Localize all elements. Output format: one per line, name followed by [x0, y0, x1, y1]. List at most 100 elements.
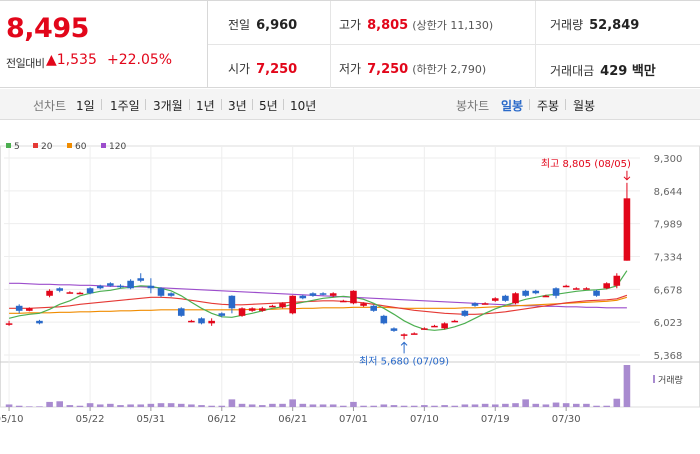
volume-bar [552, 402, 560, 407]
candle [380, 314, 388, 325]
candle-body [562, 285, 570, 288]
period-selector: 선차트 1일 1주일 3개월 1년 3년 5년 10년 봉차트 일봉 주봉 월봉 [0, 89, 700, 120]
candle [167, 292, 175, 297]
candle [360, 302, 367, 307]
divider [189, 99, 190, 110]
candle-body [258, 308, 266, 311]
candle-body [583, 288, 590, 290]
candle-body [279, 303, 286, 308]
candle [66, 291, 74, 294]
period-1d[interactable]: 1일 [76, 99, 95, 113]
ma60-line [9, 296, 628, 314]
candle-body [238, 308, 246, 316]
y-tick-label: 9,300 [654, 154, 683, 165]
legend-label: 120 [109, 142, 126, 152]
candle [188, 319, 195, 323]
change-percent: +22.05% [107, 52, 173, 68]
y-tick-label: 8,644 [654, 187, 683, 198]
low-cell: 저가 7,250 (하한가 2,790) [339, 60, 486, 77]
candle-body [177, 308, 185, 316]
candle-body [360, 303, 367, 306]
open-cell: 시가 7,250 [228, 60, 297, 77]
candle [117, 284, 124, 289]
prev-close-cell: 전일 6,960 [228, 16, 297, 33]
volume-bar [319, 404, 327, 407]
candle [603, 282, 610, 290]
period-3m[interactable]: 3개월 [153, 99, 183, 113]
candle-body [572, 288, 580, 290]
legend-swatch [101, 143, 106, 148]
candle-body [623, 198, 631, 261]
candle-body [208, 320, 215, 324]
volume-legend-swatch [653, 375, 655, 383]
candle [532, 289, 540, 295]
y-tick-label: 5,368 [654, 351, 683, 362]
period-weekly[interactable]: 주봉 [537, 99, 560, 113]
volume-bar [613, 398, 621, 407]
period-3y[interactable]: 3년 [228, 99, 247, 113]
volume-bar [198, 405, 205, 407]
price-box: 8,495 전일대비 ▲1,535 +22.05% [0, 1, 208, 88]
volume-bar [350, 401, 357, 407]
candle [208, 318, 215, 326]
volume-bar [481, 403, 489, 407]
candle-body [350, 290, 357, 304]
upper-limit: (상한가 11,130) [412, 19, 494, 32]
period-daily[interactable]: 일봉 [501, 99, 524, 113]
volume-bar [258, 405, 266, 407]
candle [157, 287, 165, 298]
volume-bar [208, 405, 215, 407]
period-5y[interactable]: 5년 [259, 99, 278, 113]
period-1y[interactable]: 1년 [196, 99, 215, 113]
amount-label: 거래대금 [550, 64, 595, 78]
candle [76, 291, 84, 295]
candle-body [441, 323, 448, 329]
period-1w[interactable]: 1주일 [110, 99, 140, 113]
candle-body [329, 293, 337, 296]
candle-body [431, 325, 438, 328]
volume-bar [188, 404, 195, 407]
candle-body [309, 293, 317, 296]
candle [542, 294, 550, 298]
stock-chart[interactable]: 9,300 8,644 7,989 7,334 6,678 6,023 5,368 05/10… [0, 120, 700, 450]
candle-body [15, 305, 23, 311]
candle [26, 307, 33, 312]
prev-close-label: 전일 [228, 18, 251, 32]
candle-body [167, 293, 175, 296]
x-tick-label: 05/31 [136, 414, 165, 425]
candle [127, 279, 134, 290]
volume-bar [532, 403, 540, 407]
volume-bar [15, 405, 23, 407]
period-10y[interactable]: 10년 [290, 99, 317, 113]
candle-body [613, 275, 621, 286]
candle-body [380, 315, 388, 324]
divider [252, 99, 253, 110]
volume-bar [248, 404, 256, 407]
candle-body [56, 288, 64, 291]
candle [512, 292, 519, 305]
legend-swatch [6, 143, 11, 148]
candle-body [269, 305, 276, 308]
period-monthly[interactable]: 월봉 [573, 99, 596, 113]
candle [572, 287, 580, 290]
candle-body [522, 290, 529, 296]
row-divider [208, 44, 700, 45]
volume-bar [441, 405, 448, 407]
volume-bar [400, 405, 408, 407]
x-tick-label: 05/22 [76, 414, 105, 425]
volume-bar [502, 403, 509, 407]
candle [613, 273, 621, 289]
candle-body [421, 328, 428, 330]
candle [522, 289, 529, 297]
candle-body [390, 328, 398, 331]
x-tick-label: 07/19 [481, 414, 510, 425]
candle [491, 297, 499, 302]
volume-bar [340, 405, 347, 407]
candle-body [481, 303, 489, 305]
candle [36, 319, 43, 325]
volume-cell: 거래량 52,849 [550, 16, 639, 33]
volume-bar [421, 405, 428, 407]
candle-body [5, 323, 13, 325]
candle [319, 292, 327, 296]
candle [218, 312, 226, 318]
